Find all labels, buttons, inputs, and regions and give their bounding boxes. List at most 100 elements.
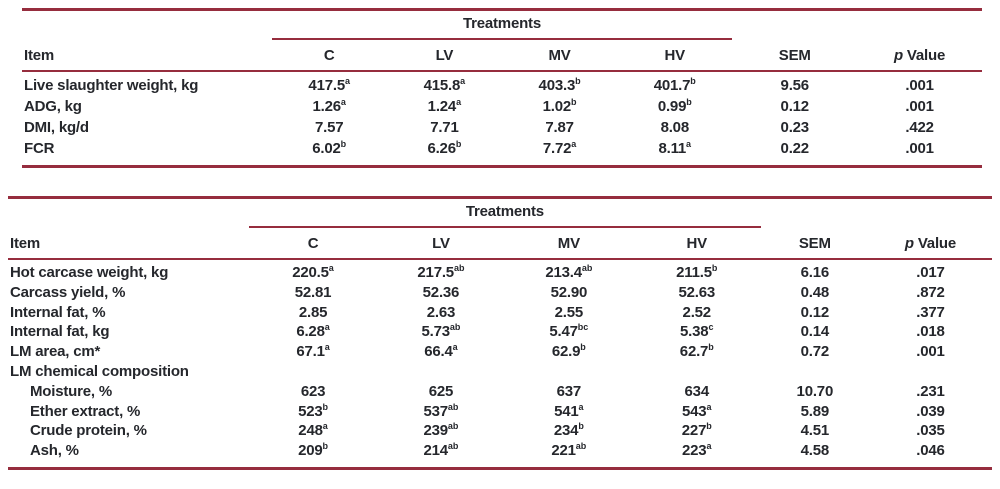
column-header: p Value [868,227,992,260]
data-cell: 541a [554,401,584,420]
data-cell: 1.24a [427,97,462,116]
table-row: Crude protein, % 248a 239ab 234b 227b 4.51 .03… [8,421,992,441]
data-cell: 6.28a [296,322,330,341]
table-row: LM chemical composition [8,362,992,382]
spanner-spacer [732,10,982,40]
data-cell: 0.23 [780,119,810,136]
data-cell: 7.87 [545,119,574,136]
data-cell: 415.8a [423,76,466,95]
carcass-traits-table: Treatments Item C LV MV HV SEM p Value Hot car… [8,196,992,470]
table-row: Internal fat, % 2.85 2.63 2.55 2.52 0.12 .377 [8,303,992,323]
data-cell: 52.63 [678,283,716,301]
data-cell: 417.5a [308,76,350,95]
data-cell: 234b [553,421,584,440]
spanner-spacer [761,198,992,228]
row-label: Carcass yield, % [10,283,126,301]
data-cell: 6.02b [312,139,347,158]
row-label: Internal fat, kg [10,323,110,341]
data-cell: .035 [916,422,945,440]
data-cell: .001 [916,343,945,361]
column-header-item: Item [22,39,272,72]
column-header: HV [617,39,733,72]
data-cell: 5.38c [680,322,714,341]
data-cell: 2.52 [682,303,712,321]
data-cell: 220.5a [292,263,334,282]
spanner-spacer [22,10,272,40]
data-cell: 217.5ab [417,263,465,282]
data-cell: 239ab [423,421,459,440]
data-cell: 5.73ab [421,322,461,341]
data-cell: 10.70 [796,382,834,400]
data-cell: 1.26a [312,97,346,116]
data-cell: 403.3b [538,76,581,95]
data-cell: .017 [916,264,945,281]
table-row: Live slaughter weight, kg 417.5a 415.8a 403… [22,71,982,96]
data-cell: .046 [916,442,945,460]
row-label: Live slaughter weight, kg [24,77,199,94]
data-cell [633,362,761,382]
table-row: Carcass yield, % 52.81 52.36 52.90 52.63 0.48… [8,283,992,303]
column-header: p Value [857,39,982,72]
data-cell: 221ab [551,441,587,460]
treatments-spanner-row: Treatments [8,197,992,228]
row-label: Ether extract, % [30,402,141,420]
data-cell: 223a [682,441,712,460]
table-row: ADG, kg 1.26a 1.24a 1.02b 0.99b 0.12 .001 [22,96,982,117]
data-cell: 543a [682,401,712,420]
column-header: MV [501,39,618,72]
column-header-row: Item C LV MV HV SEM p Value [8,227,992,260]
data-cell: 0.22 [780,140,810,157]
data-cell: .001 [905,140,934,157]
data-cell: .422 [905,119,934,136]
data-cell: 66.4a [424,342,458,361]
data-cell: 52.81 [294,283,332,301]
data-cell: .039 [916,402,945,420]
data-cell: 209b [298,441,328,460]
data-cell: .001 [905,77,934,94]
table-row: FCR 6.02b 6.26b 7.72a 8.11a 0.22 .001 [22,138,982,167]
row-label: Ash, % [30,442,79,460]
data-cell: 62.7b [679,342,714,361]
data-cell: 8.11a [658,139,692,158]
data-cell: 7.71 [430,119,459,136]
treatments-spanner-row: Treatments [22,9,982,40]
treatments-spanner-label: Treatments [249,197,761,228]
data-cell: 634 [684,382,710,400]
column-header: SEM [760,227,869,260]
data-cell: .872 [916,283,945,301]
table-row: Moisture, % 623 625 637 634 10.70 .231 [8,382,992,402]
row-label: Hot carcase weight, kg [10,264,169,281]
data-cell: 214ab [423,441,459,460]
row-label: ADG, kg [24,98,82,115]
data-cell: 2.85 [298,303,328,321]
data-cell [869,362,992,382]
data-cell [505,362,633,382]
data-cell: 248a [298,421,328,440]
row-label: DMI, kg/d [24,119,89,136]
row-label: Moisture, % [30,382,112,400]
row-label: Internal fat, % [10,303,106,321]
column-header-item: Item [8,227,250,260]
data-cell: 5.47bc [549,322,589,341]
data-cell: 2.63 [426,303,456,321]
data-cell: 2.55 [554,303,584,321]
table-row: Ether extract, % 523b 537ab 541a 543a 5.89 .03… [8,402,992,422]
table-row: Ash, % 209b 214ab 221ab 223a 4.58 .046 [8,441,992,468]
column-header-row: Item C LV MV HV SEM p Value [22,39,982,72]
row-label: LM area, cm* [10,343,101,361]
column-header: SEM [732,39,858,72]
data-cell: 227b [681,421,712,440]
column-header: C [271,39,387,72]
data-cell: 5.89 [800,402,830,420]
data-table: Treatments Item C LV MV HV SEM p Value Live sl… [22,8,982,168]
data-cell: .018 [916,323,945,341]
data-cell: 8.08 [660,119,690,136]
data-cell: 6.16 [800,264,830,281]
data-cell: .001 [905,98,934,115]
data-cell: .231 [916,382,945,400]
data-cell: 1.02b [542,97,577,116]
data-cell: 0.12 [800,303,830,321]
growth-performance-table: Treatments Item C LV MV HV SEM p Value Live sl… [22,8,982,168]
data-cell: 213.4ab [545,263,593,282]
data-cell: 7.57 [315,119,344,136]
